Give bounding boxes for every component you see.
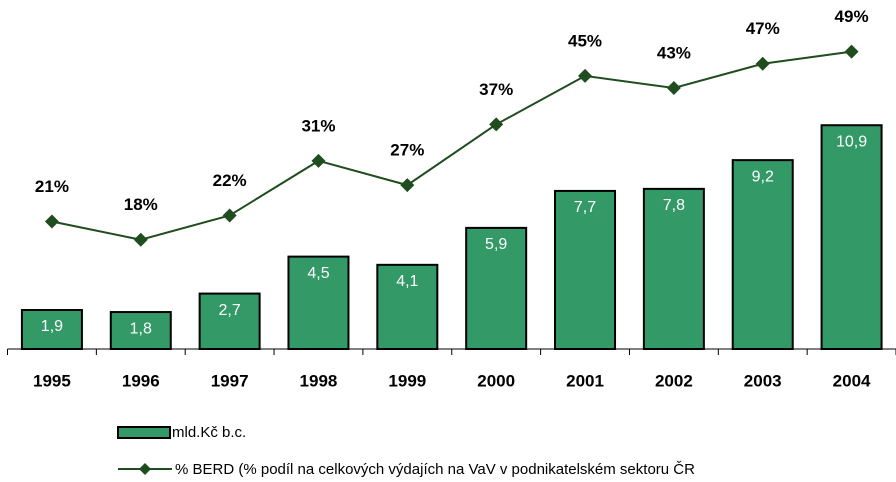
bar-value-label: 5,9	[485, 236, 507, 253]
line	[51, 50, 852, 241]
line-marker	[400, 178, 415, 193]
x-tick-label: 2001	[566, 371, 604, 390]
line-marker	[489, 117, 504, 132]
bar	[731, 159, 794, 350]
line-marker	[755, 56, 770, 71]
legend-label: % BERD (% podíl na celkových výdajích na…	[175, 461, 695, 478]
bar	[287, 255, 350, 350]
legend-marker	[139, 463, 151, 475]
bar	[20, 308, 83, 350]
x-tick-label: 2002	[655, 371, 693, 390]
line-marker	[44, 214, 59, 229]
line-value-label: 49%	[835, 7, 869, 26]
line-marker	[133, 232, 148, 247]
bar-value-label: 2,7	[219, 302, 241, 319]
x-tick-label: 1997	[211, 371, 249, 390]
bar	[820, 124, 883, 350]
bar-value-label: 1,8	[130, 320, 152, 337]
legend-swatch	[117, 426, 171, 439]
bar-value-label: 4,5	[307, 265, 329, 282]
bar-value-label: 1,9	[41, 318, 63, 335]
line-marker	[311, 153, 326, 168]
x-tick-label: 1996	[122, 371, 160, 390]
line-value-label: 22%	[213, 171, 247, 190]
line-value-label: 27%	[390, 141, 424, 160]
bar-value-label: 9,2	[752, 168, 774, 185]
x-tick-label: 2000	[477, 371, 515, 390]
x-tick-label: 1998	[300, 371, 338, 390]
x-tick-label: 1995	[33, 371, 71, 390]
bar-value-label: 4,1	[396, 273, 418, 290]
bar	[109, 311, 172, 350]
line-value-label: 31%	[301, 116, 335, 135]
line-marker	[222, 208, 237, 223]
x-tick-label: 2004	[833, 371, 871, 390]
line-value-label: 37%	[479, 80, 513, 99]
line-marker	[578, 68, 593, 83]
line-value-label: 43%	[657, 43, 691, 62]
line-marker	[844, 44, 859, 59]
x-tick-label: 2003	[744, 371, 782, 390]
line-marker	[666, 81, 681, 96]
line-value-label: 47%	[746, 19, 780, 38]
bar	[554, 189, 617, 350]
x-tick-label: 1999	[388, 371, 426, 390]
bar-value-label: 7,7	[574, 199, 596, 216]
bar	[642, 187, 705, 350]
line-value-label: 18%	[124, 195, 158, 214]
line-value-label: 21%	[35, 177, 69, 196]
bar	[198, 292, 261, 350]
line-value-label: 45%	[568, 31, 602, 50]
bar-value-label: 7,8	[663, 197, 685, 214]
bar-value-label: 10,9	[836, 133, 867, 150]
bar	[465, 226, 528, 350]
legend-label: mld.Kč b.c.	[172, 424, 246, 441]
bar	[376, 263, 439, 350]
